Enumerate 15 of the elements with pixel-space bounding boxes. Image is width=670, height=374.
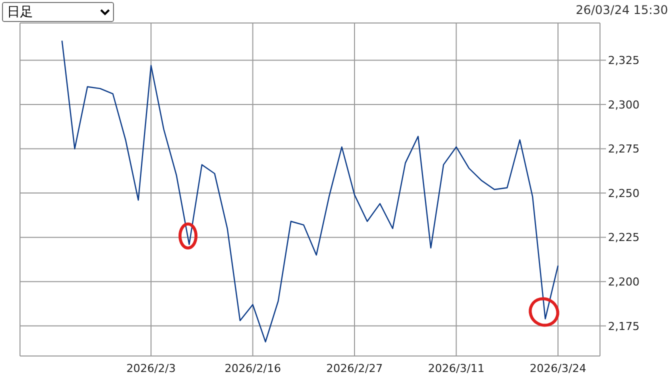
text: 26/03/24 15:30 bbox=[576, 3, 668, 17]
y-tick-label: 2,225 bbox=[608, 231, 640, 244]
x-tick-label: 2026/3/24 bbox=[530, 362, 586, 374]
y-tick-label: 2,175 bbox=[608, 320, 640, 333]
y-tick-label: 2,325 bbox=[608, 54, 640, 68]
y-tick-label: 2,300 bbox=[608, 98, 640, 112]
y-tick-label: 2,250 bbox=[608, 186, 640, 200]
x-tick-label: 2026/2/27 bbox=[326, 362, 383, 374]
x-tick-label: 2026/2/3 bbox=[126, 362, 176, 374]
y-tick-label: 2,200 bbox=[608, 276, 640, 289]
line-series bbox=[61, 40, 559, 342]
x-tick-label: 2026/3/11 bbox=[428, 362, 484, 374]
period-dropdown: 日足 bbox=[2, 2, 114, 22]
y-tick-label: 2,275 bbox=[608, 142, 640, 156]
x-tick-label: 2026/2/16 bbox=[224, 362, 281, 374]
